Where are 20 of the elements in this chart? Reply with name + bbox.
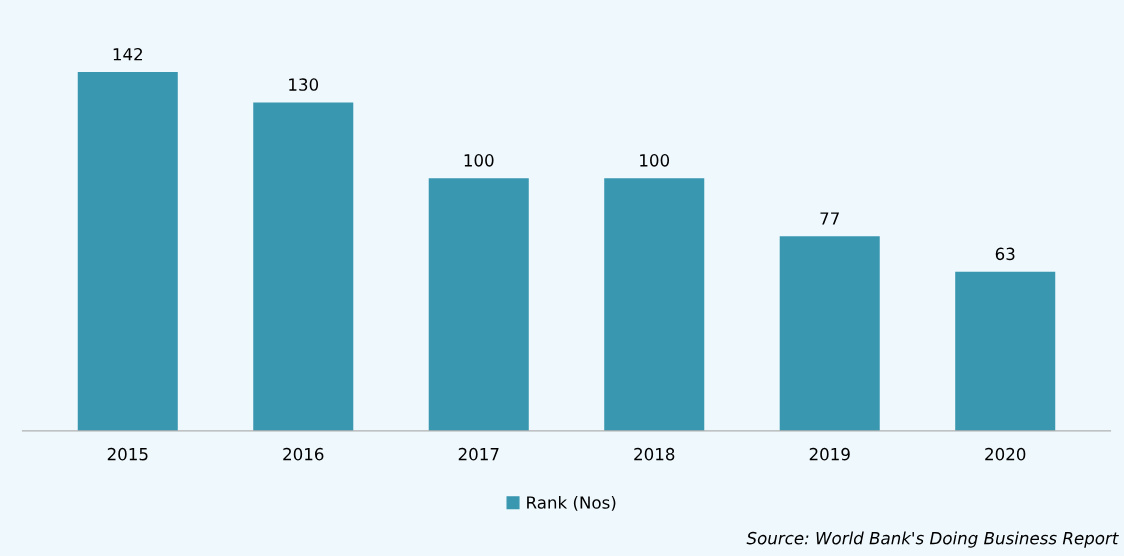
- data-label: 100: [640, 154, 670, 167]
- source-note: Source: World Bank's Doing Business Report: [746, 531, 1119, 548]
- legend-label: Rank (Nos): [527, 495, 616, 511]
- bar: [955, 271, 1056, 431]
- data-label: 63: [995, 247, 1015, 261]
- x-tick-label: 2019: [809, 447, 850, 461]
- x-tick-label: 2016: [283, 447, 324, 461]
- data-label: 77: [820, 212, 839, 225]
- bar: [428, 178, 529, 431]
- x-tick-label: 2018: [634, 447, 675, 461]
- x-tick-label: 2015: [107, 447, 148, 461]
- bar: [779, 236, 880, 431]
- bar: [253, 102, 354, 431]
- data-label: 100: [464, 154, 494, 167]
- x-tick-label: 2017: [458, 447, 499, 461]
- bar: [77, 72, 178, 431]
- data-label: 142: [113, 47, 143, 61]
- x-tick-label: 2020: [985, 447, 1026, 461]
- bar: [604, 178, 705, 431]
- data-label: 130: [289, 78, 319, 91]
